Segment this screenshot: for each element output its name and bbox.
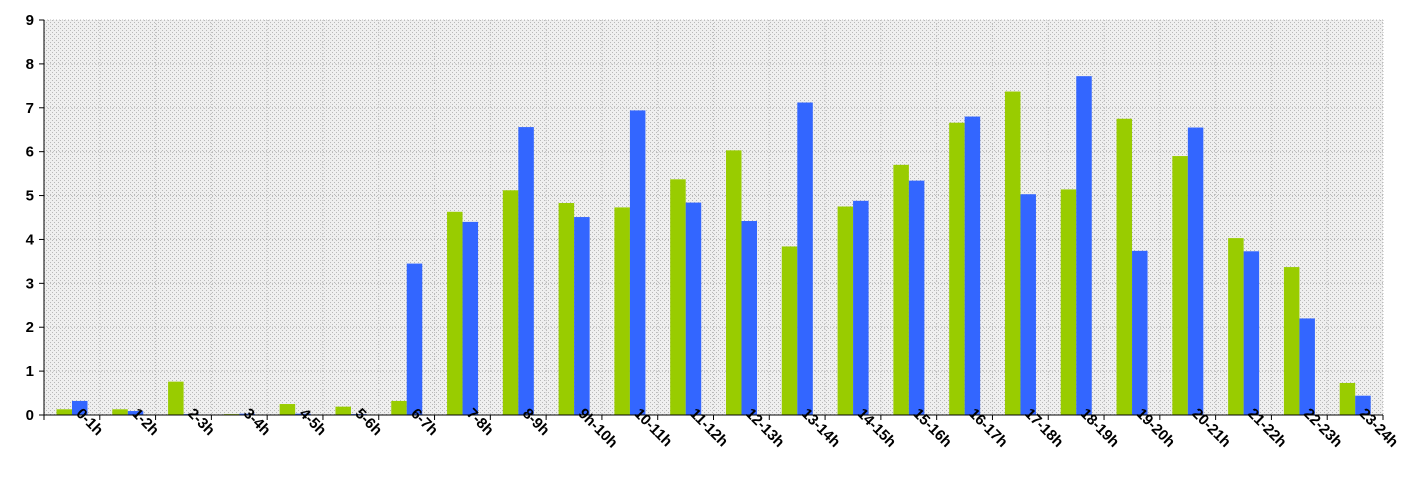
bar [1172,156,1188,416]
bar [797,102,813,415]
bar [893,164,909,415]
bar [964,116,981,416]
bar [1132,250,1148,415]
bar [239,413,255,415]
bar [502,190,519,415]
bar [1004,91,1021,416]
bar [1060,189,1077,415]
bar [837,206,854,415]
bar [574,217,590,415]
y-axis-ticks: 0 1 2 3 4 5 6 7 8 9 [26,12,44,424]
bar [629,110,646,416]
bar [1228,238,1244,415]
bar [1187,127,1204,416]
bar [1283,267,1300,415]
bar [670,179,686,415]
y-tick-label: 9 [26,12,34,29]
bar [112,409,128,415]
plot-background [44,20,1383,415]
bar [949,122,965,415]
y-tick-label: 5 [26,188,34,205]
y-tick-label: 3 [26,275,34,292]
y-tick-label: 8 [26,56,34,73]
y-tick-label: 7 [26,100,34,117]
bar [518,127,534,415]
bar [295,413,311,415]
y-tick-label: 2 [26,319,34,336]
bar [279,404,296,415]
gridlines [44,19,1384,415]
bar [1020,194,1036,415]
bar [1076,76,1092,415]
bar [72,400,88,415]
bar [908,180,925,415]
bar [781,246,798,415]
bar [1339,382,1356,415]
bar [1243,251,1260,415]
bar [56,409,72,415]
bar [391,400,407,415]
bar [726,150,742,415]
bar [741,221,757,415]
bar [558,203,575,415]
y-tick-label: 4 [26,231,35,248]
bar [168,381,184,415]
bar [462,221,479,415]
bar [335,406,351,415]
bar [1299,318,1315,415]
y-tick-label: 0 [26,407,34,424]
bar [1355,395,1371,415]
y-tick-label: 1 [26,363,34,380]
bar [614,207,630,415]
bars [56,76,1371,416]
y-tick-label: 6 [26,144,34,161]
bar [853,200,869,415]
bar [127,411,144,415]
bar [447,211,463,415]
bar [685,202,702,415]
plot-area [44,20,1383,415]
bar [1116,118,1133,415]
bar [406,263,423,415]
